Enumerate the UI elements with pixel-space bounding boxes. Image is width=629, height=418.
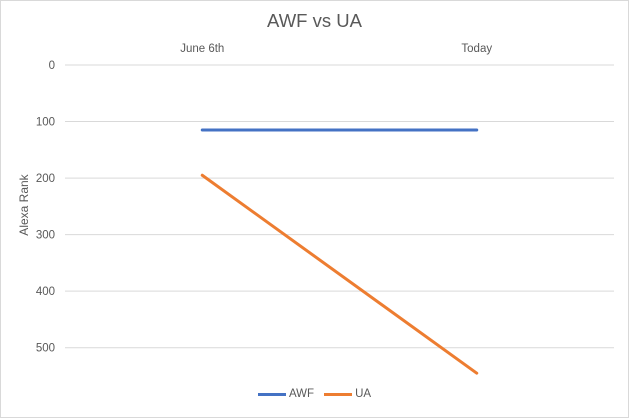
- chart-title: AWF vs UA: [267, 10, 362, 31]
- legend-item-ua: UA: [324, 388, 371, 400]
- x-tick-label-1: Today: [461, 43, 492, 55]
- x-tick-label-0: June 6th: [180, 43, 224, 55]
- y-tick-label-200: 200: [36, 173, 55, 185]
- y-tick-label-500: 500: [36, 343, 55, 355]
- y-tick-label-400: 400: [36, 286, 55, 298]
- y-tick-label-0: 0: [49, 60, 55, 72]
- series-line-ua: [200, 173, 479, 375]
- legend-swatch-awf: [257, 392, 286, 396]
- legend-item-awf: AWF: [257, 388, 315, 400]
- legend-label-ua: UA: [355, 388, 372, 400]
- y-tick-label-300: 300: [36, 230, 55, 242]
- y-tick-label-100: 100: [36, 117, 55, 129]
- legend: AWF UA: [0, 388, 629, 400]
- legend-swatch-ua: [324, 392, 353, 396]
- legend-label-awf: AWF: [288, 388, 315, 400]
